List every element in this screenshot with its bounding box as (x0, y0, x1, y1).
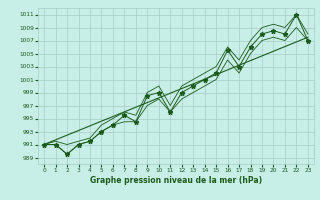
X-axis label: Graphe pression niveau de la mer (hPa): Graphe pression niveau de la mer (hPa) (90, 176, 262, 185)
